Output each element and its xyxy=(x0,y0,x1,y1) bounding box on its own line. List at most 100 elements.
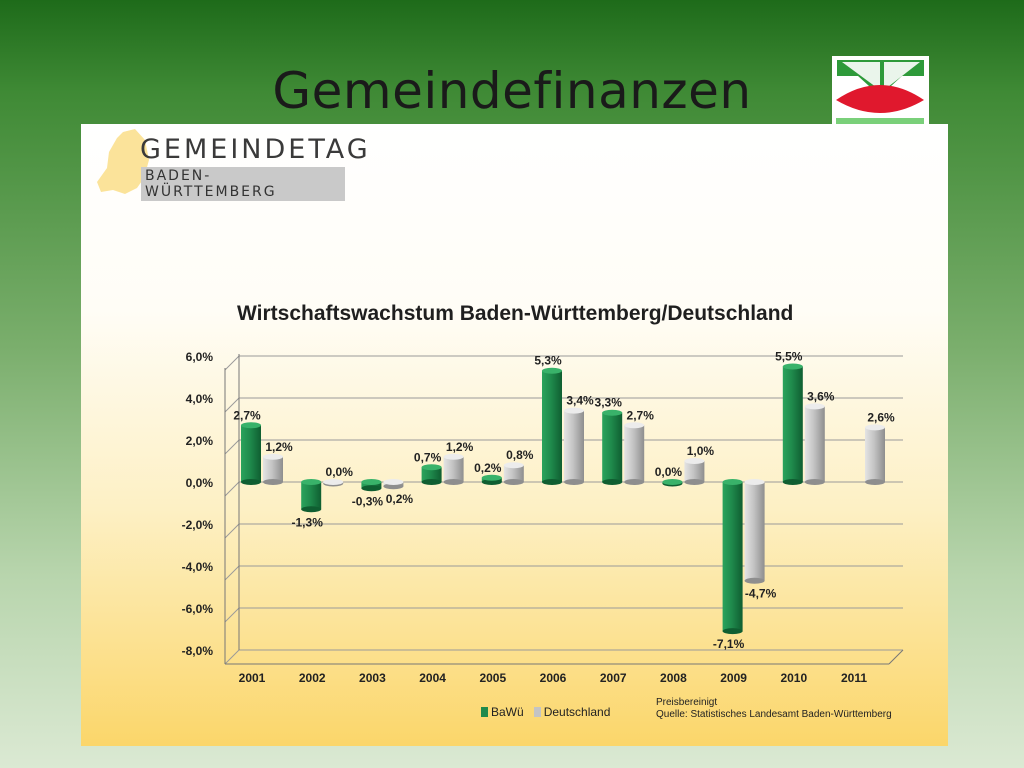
bar-base-bawue xyxy=(782,479,803,485)
data-label-deutschland: 1,0% xyxy=(687,444,715,458)
bar-cap-bawue xyxy=(421,464,442,471)
legend-item-bawue: BaWü xyxy=(481,705,524,719)
x-tick-label: 2006 xyxy=(540,671,567,685)
bar-cap-deutschland xyxy=(263,453,283,460)
floor-edge xyxy=(888,649,904,665)
bar-cap-bawue xyxy=(602,409,623,416)
y-tick-label: 2,0% xyxy=(186,434,214,448)
gridline-wall xyxy=(224,649,240,665)
bar-cap-deutschland xyxy=(744,479,765,485)
bar-cap-deutschland xyxy=(323,479,344,485)
bar-bawue xyxy=(782,366,803,482)
legend-item-deutschland: Deutschland xyxy=(533,705,610,719)
gridline-wall xyxy=(224,355,240,371)
x-tick-label: 2009 xyxy=(720,671,747,685)
bar-base-deutschland xyxy=(804,479,825,485)
data-label-bawue: 0,0% xyxy=(655,465,683,479)
data-label-bawue: 5,3% xyxy=(534,354,562,368)
bar-bawue xyxy=(722,482,743,632)
state-map-icon xyxy=(97,129,149,194)
y-tick-label: 4,0% xyxy=(186,392,214,406)
bar-cap-bawue xyxy=(662,479,683,485)
bar-bawue xyxy=(301,482,322,510)
data-label-deutschland: -4,7% xyxy=(745,587,777,601)
gemeindetag-logo: GEMEINDETAG BADEN-WÜRTTEMBERG xyxy=(95,126,368,202)
gridline-wall xyxy=(224,439,240,455)
gridline-wall xyxy=(224,523,240,539)
data-label-bawue: -0,3% xyxy=(352,494,384,508)
y-tick-label: -8,0% xyxy=(182,644,214,658)
bar-deutschland xyxy=(744,482,765,581)
bar-deutschland xyxy=(684,461,705,482)
x-tick-label: 2011 xyxy=(841,671,867,685)
gridline-wall xyxy=(224,565,240,581)
bar-base-bawue xyxy=(301,506,322,513)
data-label-deutschland: 1,2% xyxy=(446,440,474,454)
data-label-bawue: 0,7% xyxy=(414,450,442,464)
bar-cap-deutschland xyxy=(443,453,464,460)
bar-cap-bawue xyxy=(722,479,743,485)
bar-cap-bawue xyxy=(241,422,261,429)
y-tick-label: 0,0% xyxy=(186,476,214,490)
bar-base-deutschland xyxy=(564,479,584,485)
bar-base-bawue xyxy=(542,479,562,485)
data-label-deutschland: 0,0% xyxy=(326,465,354,479)
bar-cap-bawue xyxy=(481,474,502,481)
bar-bawue xyxy=(241,425,261,482)
organization-logo xyxy=(832,56,929,126)
x-tick-label: 2002 xyxy=(299,671,326,685)
bar-base-deutschland xyxy=(865,479,885,485)
gridline-wall xyxy=(224,607,240,623)
bar-base-deutschland xyxy=(383,483,404,490)
bar-cap-bawue xyxy=(782,363,803,370)
x-tick-label: 2008 xyxy=(660,671,687,685)
x-tick-label: 2003 xyxy=(359,671,386,685)
data-label-deutschland: 1,2% xyxy=(265,440,293,454)
bar-base-deutschland xyxy=(744,577,765,584)
gridline-wall xyxy=(224,481,240,497)
bar-bawue xyxy=(421,467,442,482)
bar-deutschland xyxy=(624,425,645,482)
x-tick-label: 2001 xyxy=(239,671,266,685)
data-label-deutschland: 2,7% xyxy=(627,408,655,422)
footnote-source: Quelle: Statistisches Landesamt Baden-Wü… xyxy=(656,709,892,720)
x-tick-label: 2007 xyxy=(600,671,627,685)
chart-legend: BaWü Deutschland xyxy=(481,705,610,719)
legend-label-bawue: BaWü xyxy=(491,705,524,719)
bar-base-deutschland xyxy=(684,479,705,485)
x-tick-label: 2004 xyxy=(419,671,446,685)
content-panel: GEMEINDETAG BADEN-WÜRTTEMBERG Wirtschaft… xyxy=(81,124,948,746)
bar-cap-bawue xyxy=(542,367,562,374)
chart-title: Wirtschaftswachstum Baden-Württemberg/De… xyxy=(237,302,794,325)
data-label-bawue: -7,1% xyxy=(713,637,745,651)
bar-base-bawue xyxy=(361,485,382,492)
y-tick-label: -6,0% xyxy=(182,602,214,616)
bar-base-bawue xyxy=(241,479,261,485)
bar-cap-deutschland xyxy=(564,407,584,414)
bar-bawue xyxy=(361,482,382,489)
bar-deutschland xyxy=(443,456,464,482)
bar-cap-deutschland xyxy=(383,479,404,485)
bar-cap-deutschland xyxy=(684,458,705,464)
bar-deutschland xyxy=(804,406,825,482)
bar-base-deutschland xyxy=(443,479,464,485)
data-label-deutschland: 3,4% xyxy=(566,394,594,408)
data-label-bawue: 3,3% xyxy=(595,396,623,410)
bar-deutschland xyxy=(865,427,885,482)
y-tick-label: -2,0% xyxy=(182,518,214,532)
logo-name: GEMEINDETAG xyxy=(140,134,371,165)
data-label-deutschland: 3,6% xyxy=(807,389,835,403)
bar-bawue xyxy=(542,370,562,482)
bar-base-deutschland xyxy=(624,479,645,485)
y-tick-label: 6,0% xyxy=(186,350,214,364)
bar-base-deutschland xyxy=(503,479,524,485)
data-label-deutschland: 0,8% xyxy=(506,448,534,462)
x-tick-label: 2010 xyxy=(780,671,807,685)
bar-cap-deutschland xyxy=(804,403,825,410)
chart-footnote: Preisbereinigt Quelle: Statistisches Lan… xyxy=(656,697,892,721)
growth-bar-chart: 6,0% 4,0% 2,0% 0,0% -2,0% -4,0% -6,0% -8,0% 2,7%… xyxy=(182,350,904,685)
gridline-wall xyxy=(224,397,240,413)
data-label-deutschland: 0,2% xyxy=(386,492,414,506)
y-tick-label: -4,0% xyxy=(182,560,214,574)
bar-base-bawue xyxy=(421,479,442,485)
